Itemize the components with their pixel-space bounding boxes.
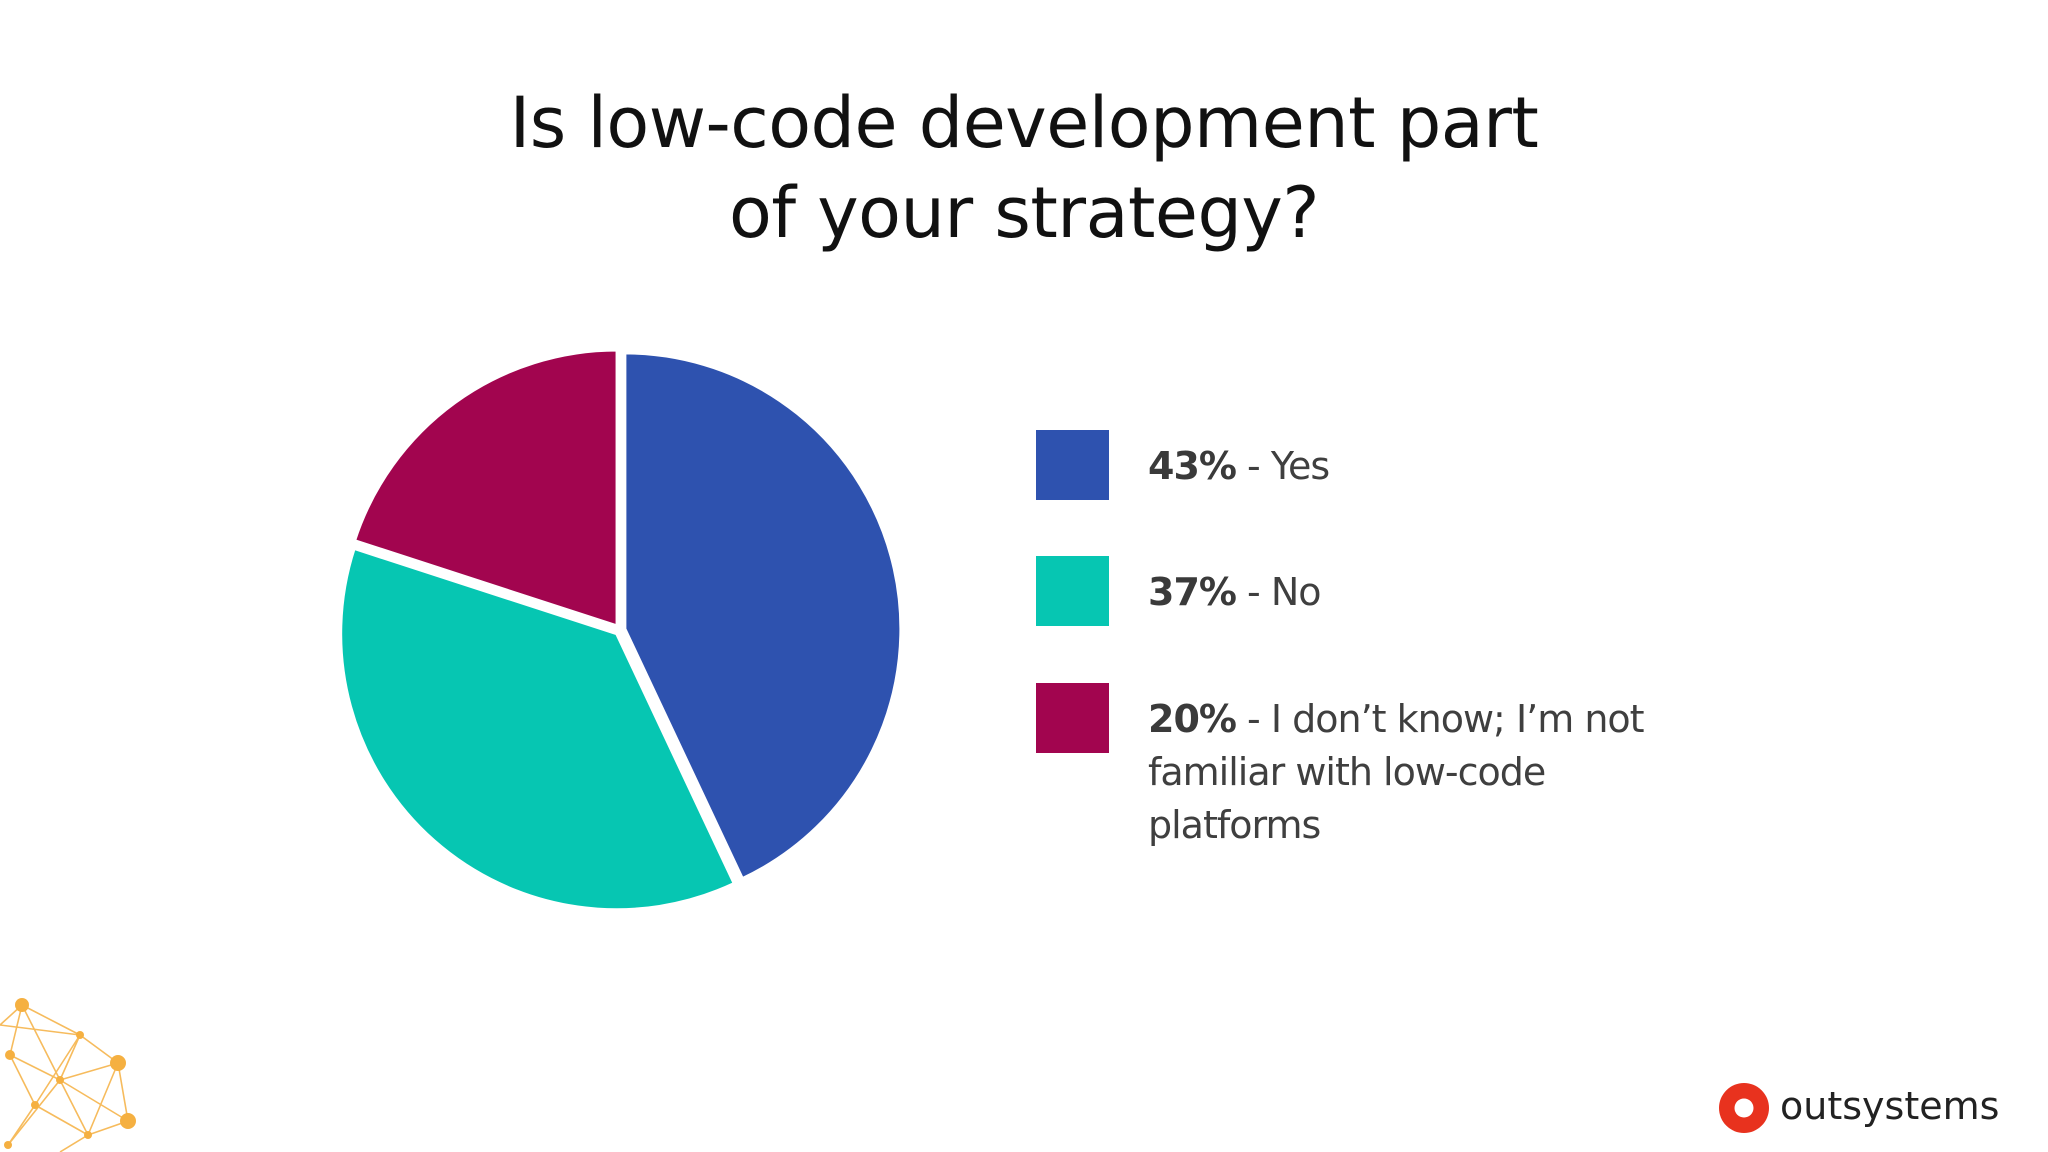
legend-swatch-no (1036, 556, 1109, 626)
network-nodes-icon (0, 998, 136, 1152)
legend-text-yes: 43% - Yes (1148, 440, 1668, 493)
pie-chart (339, 348, 903, 912)
chart-title-line-1: Is low-code development part (509, 82, 1539, 164)
legend-swatch-unknown (1036, 683, 1109, 753)
legend-pct-no: 37% (1148, 570, 1237, 614)
brand-logo: outsystems (1718, 1082, 2018, 1134)
chart-title-line-2: of your strategy? (729, 172, 1320, 254)
legend-swatch-yes (1036, 430, 1109, 500)
legend-sep-no: - (1235, 570, 1271, 614)
pie-slice-no (339, 546, 736, 912)
legend-text-unknown: 20% - I don’t know; I’m not familiar wit… (1148, 693, 1668, 852)
legend-label-no: No (1270, 570, 1322, 614)
pie-slice-yes (623, 351, 903, 881)
outsystems-logo-icon (1719, 1083, 1769, 1133)
chart-title: Is low-code development part of your str… (224, 78, 1824, 258)
legend-pct-yes: 43% (1148, 444, 1237, 488)
legend-pct-unknown: 20% (1148, 697, 1237, 741)
legend-label-yes: Yes (1270, 444, 1330, 488)
legend-label-unknown: I don’t know; I’m not familiar with low-… (1148, 697, 1645, 847)
legend-text-no: 37% - No (1148, 566, 1668, 619)
legend-sep-unknown: - (1235, 697, 1271, 741)
pie-slice-unknown (353, 348, 619, 628)
brand-name: outsystems (1780, 1084, 2000, 1128)
legend-sep-yes: - (1235, 444, 1271, 488)
